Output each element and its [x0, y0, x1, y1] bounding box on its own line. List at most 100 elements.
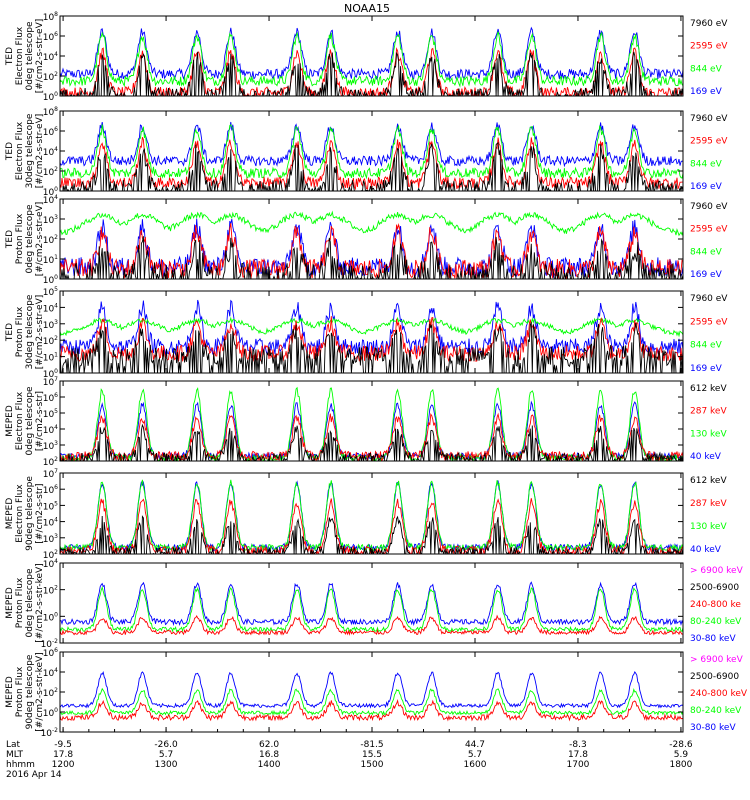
legend-entry: 240-800 keV — [690, 689, 748, 699]
series-40-kev — [60, 400, 683, 461]
series-169-ev — [60, 26, 683, 81]
y-tick-label: 102 — [43, 234, 58, 246]
y-tick-label: 10-2 — [41, 727, 59, 739]
legend-entry: 2595 eV — [690, 317, 728, 327]
series-30-80-kev — [60, 670, 683, 709]
legend-entry: 130 keV — [690, 522, 727, 532]
y-tick-label: 105 — [43, 286, 58, 298]
legend-entry: 844 eV — [690, 64, 723, 74]
y-axis-label-line: Proton Flux — [15, 666, 25, 717]
y-axis-label-line: 0deg telescope — [25, 204, 35, 274]
panel-4-series — [60, 299, 683, 373]
panel-3: 104 103 102 101 100 TED Proton Flux 0deg telesc… — [5, 194, 728, 286]
y-tick-label: 102 — [43, 166, 58, 178]
legend-entry: 287 keV — [690, 407, 727, 417]
x-tick-hhmm: 1700 — [567, 760, 590, 770]
legend-entry: 844 eV — [690, 341, 723, 351]
y-tick-label: 102 — [43, 335, 58, 347]
y-tick-label: 102 — [43, 549, 58, 561]
panel-3-series — [60, 210, 683, 279]
y-axis-label-line: MEPED — [5, 405, 15, 437]
series-2595-ev — [60, 223, 683, 279]
y-axis-label-line: [#/cm2-s-str] — [35, 483, 45, 543]
y-tick-label: 102 — [43, 585, 58, 597]
y-tick-label: 106 — [43, 126, 58, 138]
y-tick-label: 104 — [43, 146, 58, 158]
legend-entry: 844 eV — [690, 159, 723, 169]
y-tick-label: 105 — [43, 408, 58, 420]
y-tick-label: 107 — [43, 376, 58, 388]
y-axis-label-line: MEPED — [5, 676, 15, 708]
legend-entry: 240-800 ke — [690, 600, 741, 610]
y-tick-label: 103 — [43, 440, 58, 452]
x-tick-mlt: 17.8 — [568, 750, 588, 760]
series-240-800-kev — [60, 699, 683, 722]
legend-entry: 169 eV — [690, 270, 723, 280]
series-40-kev — [60, 480, 683, 553]
y-axis-label-line: [#/cm2-s-str-keV] — [35, 652, 45, 731]
legend-entry: 2500-6900 — [690, 583, 739, 593]
y-axis-label-line: [#/cm2-s-str-eV] — [35, 202, 45, 277]
panel-frame — [59, 562, 684, 644]
y-axis-label-line: 30deg telescope — [25, 294, 35, 369]
series-7960-ev — [60, 236, 683, 279]
series-844-ev — [60, 124, 683, 180]
series-7960-ev — [60, 321, 683, 373]
chart-title: NOAA15 — [344, 2, 390, 15]
legend-entry: 2595 eV — [690, 225, 728, 235]
legend-entry: 169 eV — [690, 182, 723, 192]
y-axis-label-line: 0deg telescope — [25, 568, 35, 638]
panel-frame — [59, 472, 684, 555]
legend-entry: 612 keV — [690, 384, 727, 394]
legend-entry: 2595 eV — [690, 137, 728, 147]
series-80-240-kev — [60, 586, 683, 633]
x-tick-mlt: 17.8 — [53, 750, 73, 760]
y-axis-label-line: TED — [5, 47, 15, 66]
y-tick-label: 106 — [43, 484, 58, 496]
y-tick-label: 108 — [43, 106, 58, 118]
x-tick-hhmm: 1200 — [52, 760, 75, 770]
y-axis-label-line: 0deg telescope — [25, 21, 35, 91]
legend-entry: 612 keV — [690, 476, 727, 486]
y-axis-label-line: Proton Flux — [15, 306, 25, 357]
panel-8: 106 104 102 100 10-2 MEPED Proton Flux 90deg te… — [5, 647, 748, 739]
y-tick-label: 106 — [43, 392, 58, 404]
y-tick-label: 100 — [43, 611, 58, 623]
y-axis-label-line: TED — [5, 323, 15, 342]
y-tick-label: 103 — [43, 533, 58, 545]
y-tick-label: 103 — [43, 319, 58, 331]
panels-group: 108 106 104 102 100 TED Electron Flux 0deg tele… — [5, 11, 748, 739]
y-axis-label-line: [#/cm2-s-str-eV] — [35, 295, 45, 370]
x-tick-mlt: 15.5 — [362, 750, 382, 760]
y-tick-label: 100 — [43, 707, 58, 719]
legend-entry: 40 keV — [690, 545, 722, 555]
x-tick-lat: 44.7 — [465, 740, 485, 750]
x-tick-lat: -9.5 — [54, 740, 72, 750]
x-tick-hhmm: 1400 — [258, 760, 281, 770]
y-axis-label-line: 0deg telescope — [25, 386, 35, 456]
y-tick-label: 105 — [43, 500, 58, 512]
y-tick-label: 101 — [43, 254, 58, 266]
series-7960-ev — [60, 51, 683, 96]
panel-1-series — [60, 26, 683, 96]
x-tick-mlt: 5.7 — [468, 750, 482, 760]
legend-entry: 80-240 keV — [690, 617, 742, 627]
x-tick-lat: 62.0 — [259, 740, 279, 750]
legend-entry: 287 keV — [690, 499, 727, 509]
y-tick-label: 102 — [43, 687, 58, 699]
legend-entry: 2595 eV — [690, 42, 728, 52]
y-tick-label: 104 — [43, 302, 58, 314]
panel-8-series — [60, 670, 683, 722]
legend-entry: 30-80 keV — [690, 723, 736, 733]
y-tick-label: 100 — [43, 91, 58, 103]
panel-frame — [59, 290, 684, 374]
y-tick-label: 104 — [43, 667, 58, 679]
panel-5-series — [60, 386, 683, 461]
y-axis-label-line: Electron Flux — [15, 121, 25, 180]
y-tick-label: 106 — [43, 647, 58, 659]
y-tick-label: 100 — [43, 186, 58, 198]
y-tick-label: 104 — [43, 517, 58, 529]
series-2595-ev — [60, 316, 683, 363]
y-tick-label: 104 — [43, 194, 58, 206]
